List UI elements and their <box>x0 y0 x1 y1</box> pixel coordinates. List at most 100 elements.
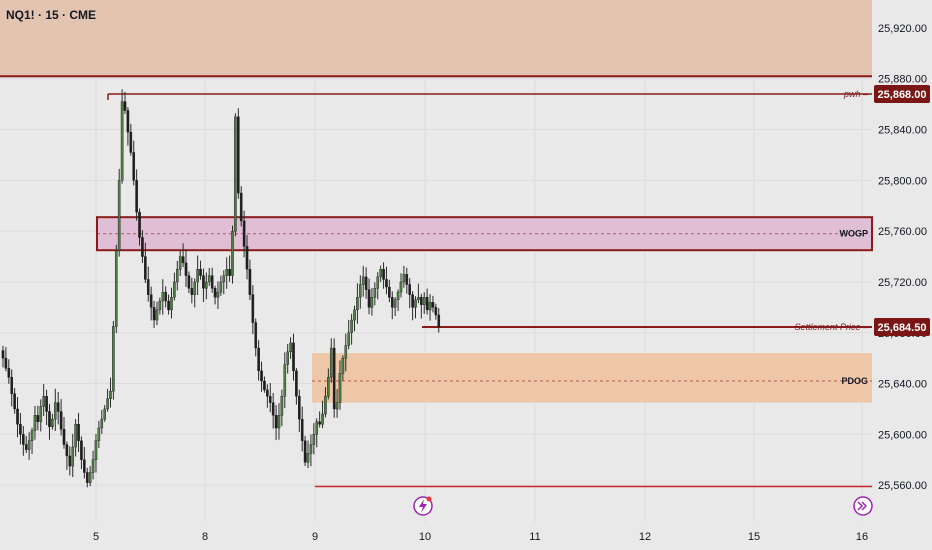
candle <box>329 338 333 383</box>
candle-body <box>100 418 104 429</box>
candle-body <box>59 411 63 430</box>
candle <box>126 107 130 146</box>
candle <box>385 266 388 295</box>
candle <box>175 260 179 291</box>
price-axis[interactable]: 25,920.00 25,880.00 25,840.00 25,800.00 25,7… <box>874 23 930 492</box>
candle-body <box>117 180 121 251</box>
candle-body <box>152 307 156 321</box>
price-tick-label: 25,720.00 <box>878 277 927 289</box>
candle <box>161 279 165 315</box>
lightning-glyph <box>419 499 427 513</box>
candle-body <box>126 110 130 133</box>
candle-body <box>210 275 214 289</box>
candle-body <box>97 427 101 441</box>
pwh-price-text: 25,868.00 <box>878 89 927 101</box>
candle <box>277 403 281 440</box>
candle <box>205 272 208 300</box>
candle <box>361 265 365 297</box>
candle-body <box>324 396 327 415</box>
candle <box>152 300 156 328</box>
candle-body <box>376 276 380 289</box>
candle <box>24 436 28 453</box>
candle <box>88 465 92 487</box>
candle <box>370 287 374 316</box>
candle-body <box>219 281 223 293</box>
candle-body <box>144 256 147 280</box>
candle-body <box>234 116 237 232</box>
candle <box>97 420 101 448</box>
time-tick-label: 10 <box>419 531 431 543</box>
candle-body <box>228 269 231 276</box>
candle <box>181 243 185 268</box>
candle <box>120 89 124 184</box>
candle <box>123 91 127 115</box>
candle <box>114 244 118 334</box>
time-axis[interactable]: 5 8 9 10 11 12 15 16 <box>93 531 868 543</box>
candle <box>402 265 406 288</box>
price-tick-label: 25,880.00 <box>878 74 927 86</box>
candle-body <box>361 276 365 285</box>
candle <box>303 435 307 467</box>
candle-body <box>332 347 336 410</box>
lightning-icon[interactable] <box>413 496 433 516</box>
candle-body <box>356 296 359 311</box>
candle-body <box>62 429 66 445</box>
candle-body <box>146 279 150 295</box>
candle <box>36 405 40 431</box>
candle <box>344 333 348 372</box>
candle <box>146 266 150 302</box>
candle <box>164 286 167 308</box>
candle <box>335 389 339 418</box>
candle-body <box>10 377 14 394</box>
candle <box>184 249 188 288</box>
candle <box>399 273 403 298</box>
candle-body <box>112 326 115 392</box>
candle <box>356 283 359 324</box>
candle <box>315 418 319 448</box>
candle <box>414 296 417 319</box>
candle-body <box>286 351 289 365</box>
candle <box>306 440 310 469</box>
candle-body <box>274 415 278 429</box>
candle-body <box>132 152 136 181</box>
candle <box>85 467 89 488</box>
time-tick-label: 11 <box>529 531 540 543</box>
candle-body <box>123 101 127 111</box>
candle <box>318 411 321 428</box>
candle <box>359 275 362 309</box>
price-tick-label: 25,760.00 <box>878 226 927 238</box>
candle-body <box>167 300 170 311</box>
candle <box>248 259 252 301</box>
candle-body <box>251 294 255 323</box>
price-tick-label: 25,920.00 <box>878 23 927 35</box>
candle-body <box>344 345 348 359</box>
candle <box>7 359 11 384</box>
candle <box>231 225 234 284</box>
candle-body <box>263 380 266 391</box>
candle <box>347 319 350 350</box>
candle-body <box>138 211 141 238</box>
candle <box>74 419 77 457</box>
candle <box>94 433 98 473</box>
candle-body <box>24 444 28 450</box>
candle <box>10 369 14 407</box>
candle-body <box>388 286 391 298</box>
candle <box>237 108 240 199</box>
candle-body <box>181 256 185 264</box>
candle-body <box>103 408 106 420</box>
candle <box>13 388 16 414</box>
candle-body <box>254 322 258 349</box>
price-tick-label: 25,560.00 <box>878 480 927 492</box>
candle <box>27 432 31 460</box>
candle-body <box>425 296 429 311</box>
candle <box>190 277 194 304</box>
candle <box>83 446 86 479</box>
candle-body <box>338 373 342 403</box>
candle-body <box>393 299 397 308</box>
scroll-to-realtime-icon[interactable] <box>853 496 873 516</box>
wogp-label: WOGP <box>840 229 869 239</box>
candle <box>338 360 342 410</box>
candle <box>251 285 255 335</box>
